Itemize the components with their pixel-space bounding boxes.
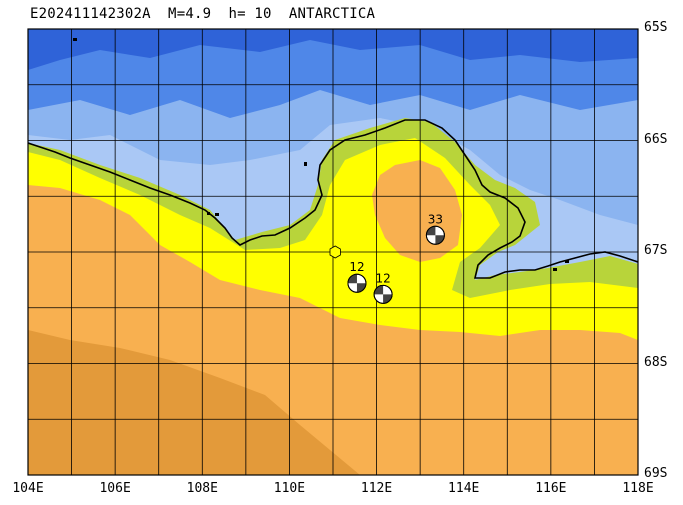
lon-label: 116E xyxy=(535,481,567,496)
island xyxy=(553,268,557,271)
focal-mechanism-marker[interactable]: 12 xyxy=(347,260,367,293)
event-depth-label: 12 xyxy=(349,260,364,274)
map-title: E202411142302A M=4.9 h= 10 ANTARCTICA xyxy=(30,6,376,22)
island xyxy=(73,38,77,41)
island xyxy=(565,260,569,263)
focal-mechanism-marker[interactable]: 12 xyxy=(373,271,393,304)
focal-mechanism-marker[interactable]: 33 xyxy=(425,212,445,245)
island xyxy=(215,213,219,216)
lat-label: 67S xyxy=(644,243,668,258)
lon-label: 110E xyxy=(273,481,306,496)
epicenter-marker[interactable] xyxy=(329,245,341,259)
lon-label: 108E xyxy=(186,481,218,496)
lat-label: 66S xyxy=(644,131,668,147)
lon-label: 106E xyxy=(99,481,131,496)
lon-label: 118E xyxy=(622,481,654,496)
lat-label: 65S xyxy=(644,20,668,35)
lon-label: 112E xyxy=(360,481,393,496)
coastline xyxy=(28,119,638,279)
event-depth-label: 12 xyxy=(375,271,390,285)
island xyxy=(207,212,210,215)
map-frame xyxy=(27,28,639,476)
event-depth-label: 33 xyxy=(428,212,443,226)
event-layer: 12 12 33 xyxy=(329,212,445,304)
lon-label: 114E xyxy=(448,481,480,496)
land-top xyxy=(28,330,360,475)
lat-label: 68S xyxy=(644,354,668,370)
graticule xyxy=(28,29,638,475)
lat-label: 69S xyxy=(644,466,668,481)
lon-label: 104E xyxy=(12,481,44,496)
island xyxy=(304,162,307,166)
